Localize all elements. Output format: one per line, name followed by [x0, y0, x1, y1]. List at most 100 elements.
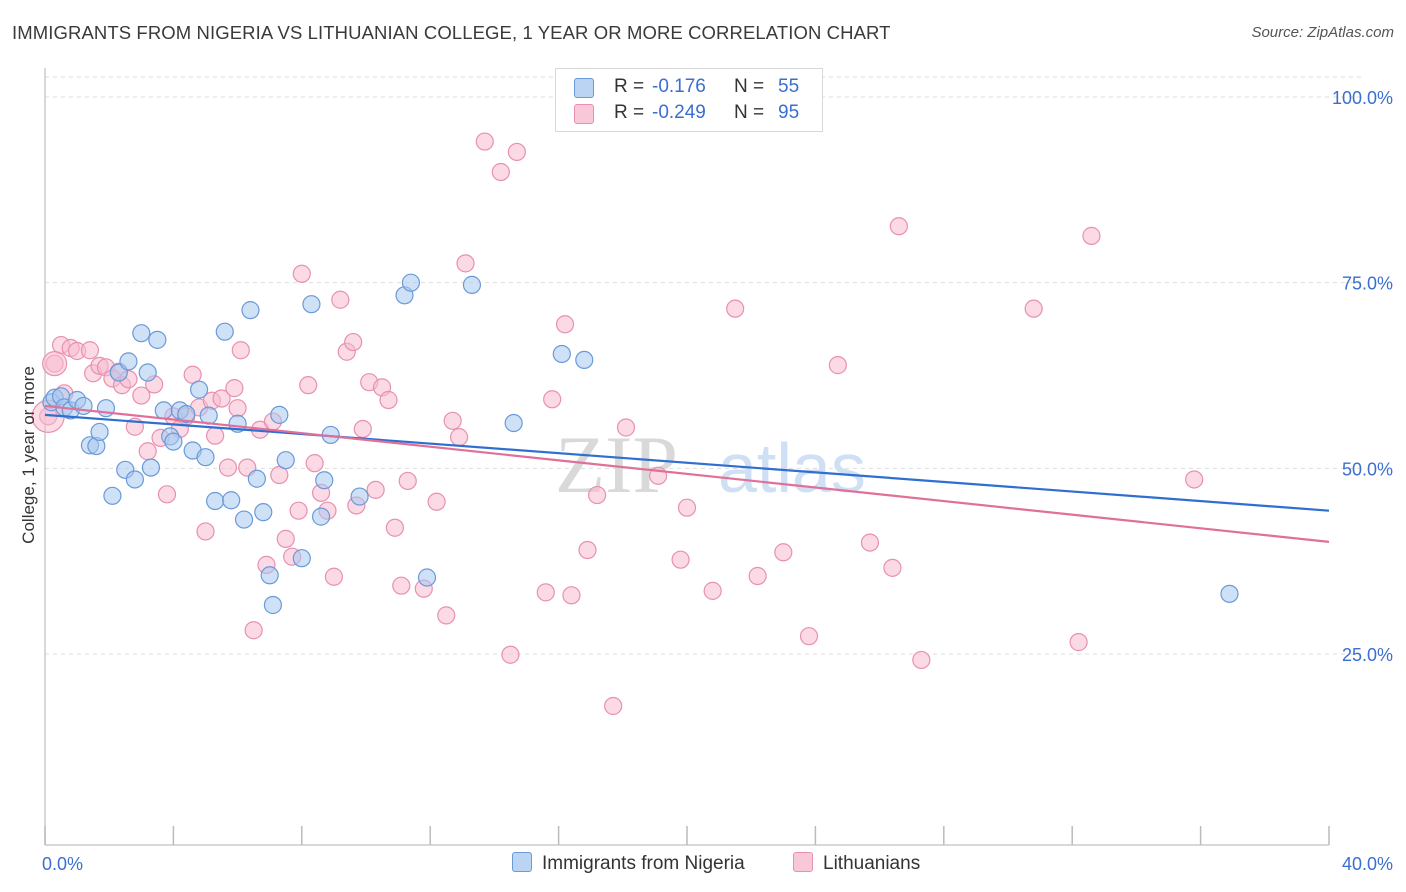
lithuanians-point: [398, 471, 417, 491]
y-tick-label: 50.0%: [1342, 459, 1393, 479]
nigeria-point: [504, 413, 523, 433]
lithuanians-point: [491, 162, 510, 182]
gridlines: [45, 76, 1365, 655]
legend-swatch-lithuanians: [574, 104, 594, 124]
nigeria-point: [103, 486, 122, 505]
lithuanians-point: [555, 315, 575, 334]
lithuanians-point: [703, 581, 722, 600]
nigeria-point: [74, 396, 93, 416]
lithuanians-point: [138, 442, 157, 461]
lithuanians-point: [299, 376, 318, 395]
legend-n-value: 95: [778, 102, 800, 123]
lithuanians-point: [449, 428, 469, 447]
lithuanians-point: [774, 543, 793, 562]
lithuanians-point: [218, 458, 238, 477]
nigeria-point: [311, 507, 331, 526]
lithuanians-point: [157, 485, 177, 504]
lithuanians-point: [507, 142, 526, 162]
nigeria-point: [247, 469, 266, 488]
nigeria-points: [42, 273, 1239, 615]
nigeria-point: [260, 566, 279, 585]
lithuanians-point: [1024, 299, 1043, 318]
nigeria-point: [270, 405, 289, 424]
lithuanians-point: [543, 390, 562, 409]
nigeria-point: [138, 363, 157, 382]
lithuanians-point: [889, 217, 908, 236]
nigeria-point: [575, 350, 594, 370]
bottom-swatch-lithuanians: [793, 852, 813, 872]
nigeria-point: [462, 275, 482, 294]
lithuanians-point: [212, 389, 231, 408]
nigeria-point: [552, 344, 571, 364]
lithuanians-point: [206, 426, 225, 445]
lithuanians-point: [475, 132, 494, 151]
nigeria-point: [164, 432, 183, 451]
watermark-atlas: atlas: [718, 429, 866, 507]
lithuanians-point: [536, 583, 555, 602]
nigeria-point: [417, 568, 437, 587]
legend-r-label: R =: [614, 102, 645, 123]
axes: [44, 68, 1330, 846]
lithuanians-point: [353, 419, 372, 439]
lithuanians-point: [379, 390, 398, 410]
lithuanians-point: [616, 418, 636, 437]
lithuanians-point: [228, 399, 247, 418]
lithuanians-point: [292, 264, 311, 283]
nigeria-point: [401, 273, 421, 292]
nigeria-point: [196, 448, 215, 467]
lithuanians-point: [427, 492, 446, 511]
lithuanians-points: [31, 132, 1204, 716]
nigeria-point: [254, 503, 273, 522]
nigeria-point: [215, 322, 234, 341]
lithuanians-point: [604, 696, 623, 716]
lithuanians-point: [324, 567, 343, 586]
lithuanians-point: [392, 576, 411, 595]
lithuanians-point: [588, 485, 607, 505]
nigeria-point: [315, 471, 334, 490]
source-label: Source: ZipAtlas.com: [1251, 24, 1394, 41]
lithuanians-point: [562, 586, 581, 605]
lithuanians-point: [726, 299, 745, 318]
lithuanians-point: [1082, 226, 1101, 245]
trend-lines: [44, 404, 1330, 543]
nigeria-point: [177, 405, 196, 424]
nigeria-point: [263, 595, 283, 615]
y-tick-label: 25.0%: [1342, 645, 1393, 665]
legend-swatch-nigeria: [574, 78, 594, 98]
nigeria-trend-line: [44, 413, 1330, 512]
bottom-legend-label: Immigrants from Nigeria: [542, 853, 745, 874]
tick-labels: 25.0% 50.0% 75.0% 100.0% 0.0% 40.0%: [42, 88, 1393, 874]
lithuanians-point: [1069, 633, 1088, 652]
bottom-legend-label: Lithuanians: [823, 853, 921, 874]
lithuanians-point: [456, 254, 475, 273]
lithuanians-point: [276, 529, 295, 548]
lithuanians-point: [1185, 470, 1204, 489]
correlation-legend: R = -0.176 N = 55 R = -0.249 N = 95: [555, 68, 823, 132]
lithuanians-point: [578, 540, 597, 560]
y-axis-label: College, 1 year or more: [19, 366, 38, 544]
legend-n-label: N =: [734, 102, 765, 123]
nigeria-point: [206, 491, 225, 511]
nigeria-point: [189, 380, 209, 399]
lithuanians-point: [501, 645, 520, 664]
nigeria-point: [125, 470, 144, 489]
chart-title: IMMIGRANTS FROM NIGERIA VS LITHUANIAN CO…: [12, 22, 891, 43]
bottom-swatch-nigeria: [512, 852, 532, 872]
legend-n-label: N =: [734, 76, 765, 97]
lithuanians-point: [443, 411, 462, 430]
nigeria-point: [148, 330, 167, 349]
legend-n-value: 55: [778, 76, 800, 97]
legend-r-label: R =: [614, 76, 645, 97]
nigeria-point: [132, 324, 151, 343]
lithuanians-trend-line: [44, 404, 1330, 543]
lithuanians-point: [231, 341, 250, 360]
lithuanians-point: [132, 386, 151, 405]
nigeria-point: [276, 451, 295, 470]
legend-r-value: -0.249: [652, 102, 706, 123]
lithuanians-point: [305, 454, 324, 473]
legend-r-value: -0.176: [652, 76, 706, 97]
lithuanians-point: [799, 627, 819, 646]
lithuanians-point: [671, 550, 690, 569]
nigeria-point: [1220, 584, 1239, 603]
